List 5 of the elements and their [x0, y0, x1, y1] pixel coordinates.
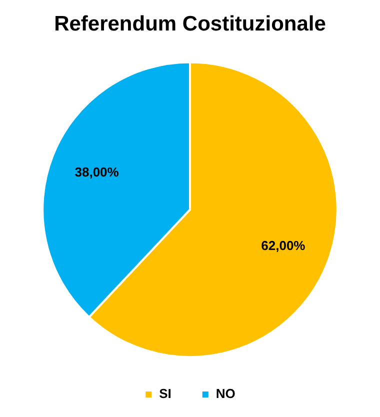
- legend-label: NO: [216, 386, 236, 402]
- data-label: 38,00%: [74, 164, 120, 180]
- chart-title: Referendum Costituzionale: [54, 12, 326, 36]
- data-label: 62,00%: [261, 238, 306, 254]
- legend-label: SI: [159, 386, 172, 402]
